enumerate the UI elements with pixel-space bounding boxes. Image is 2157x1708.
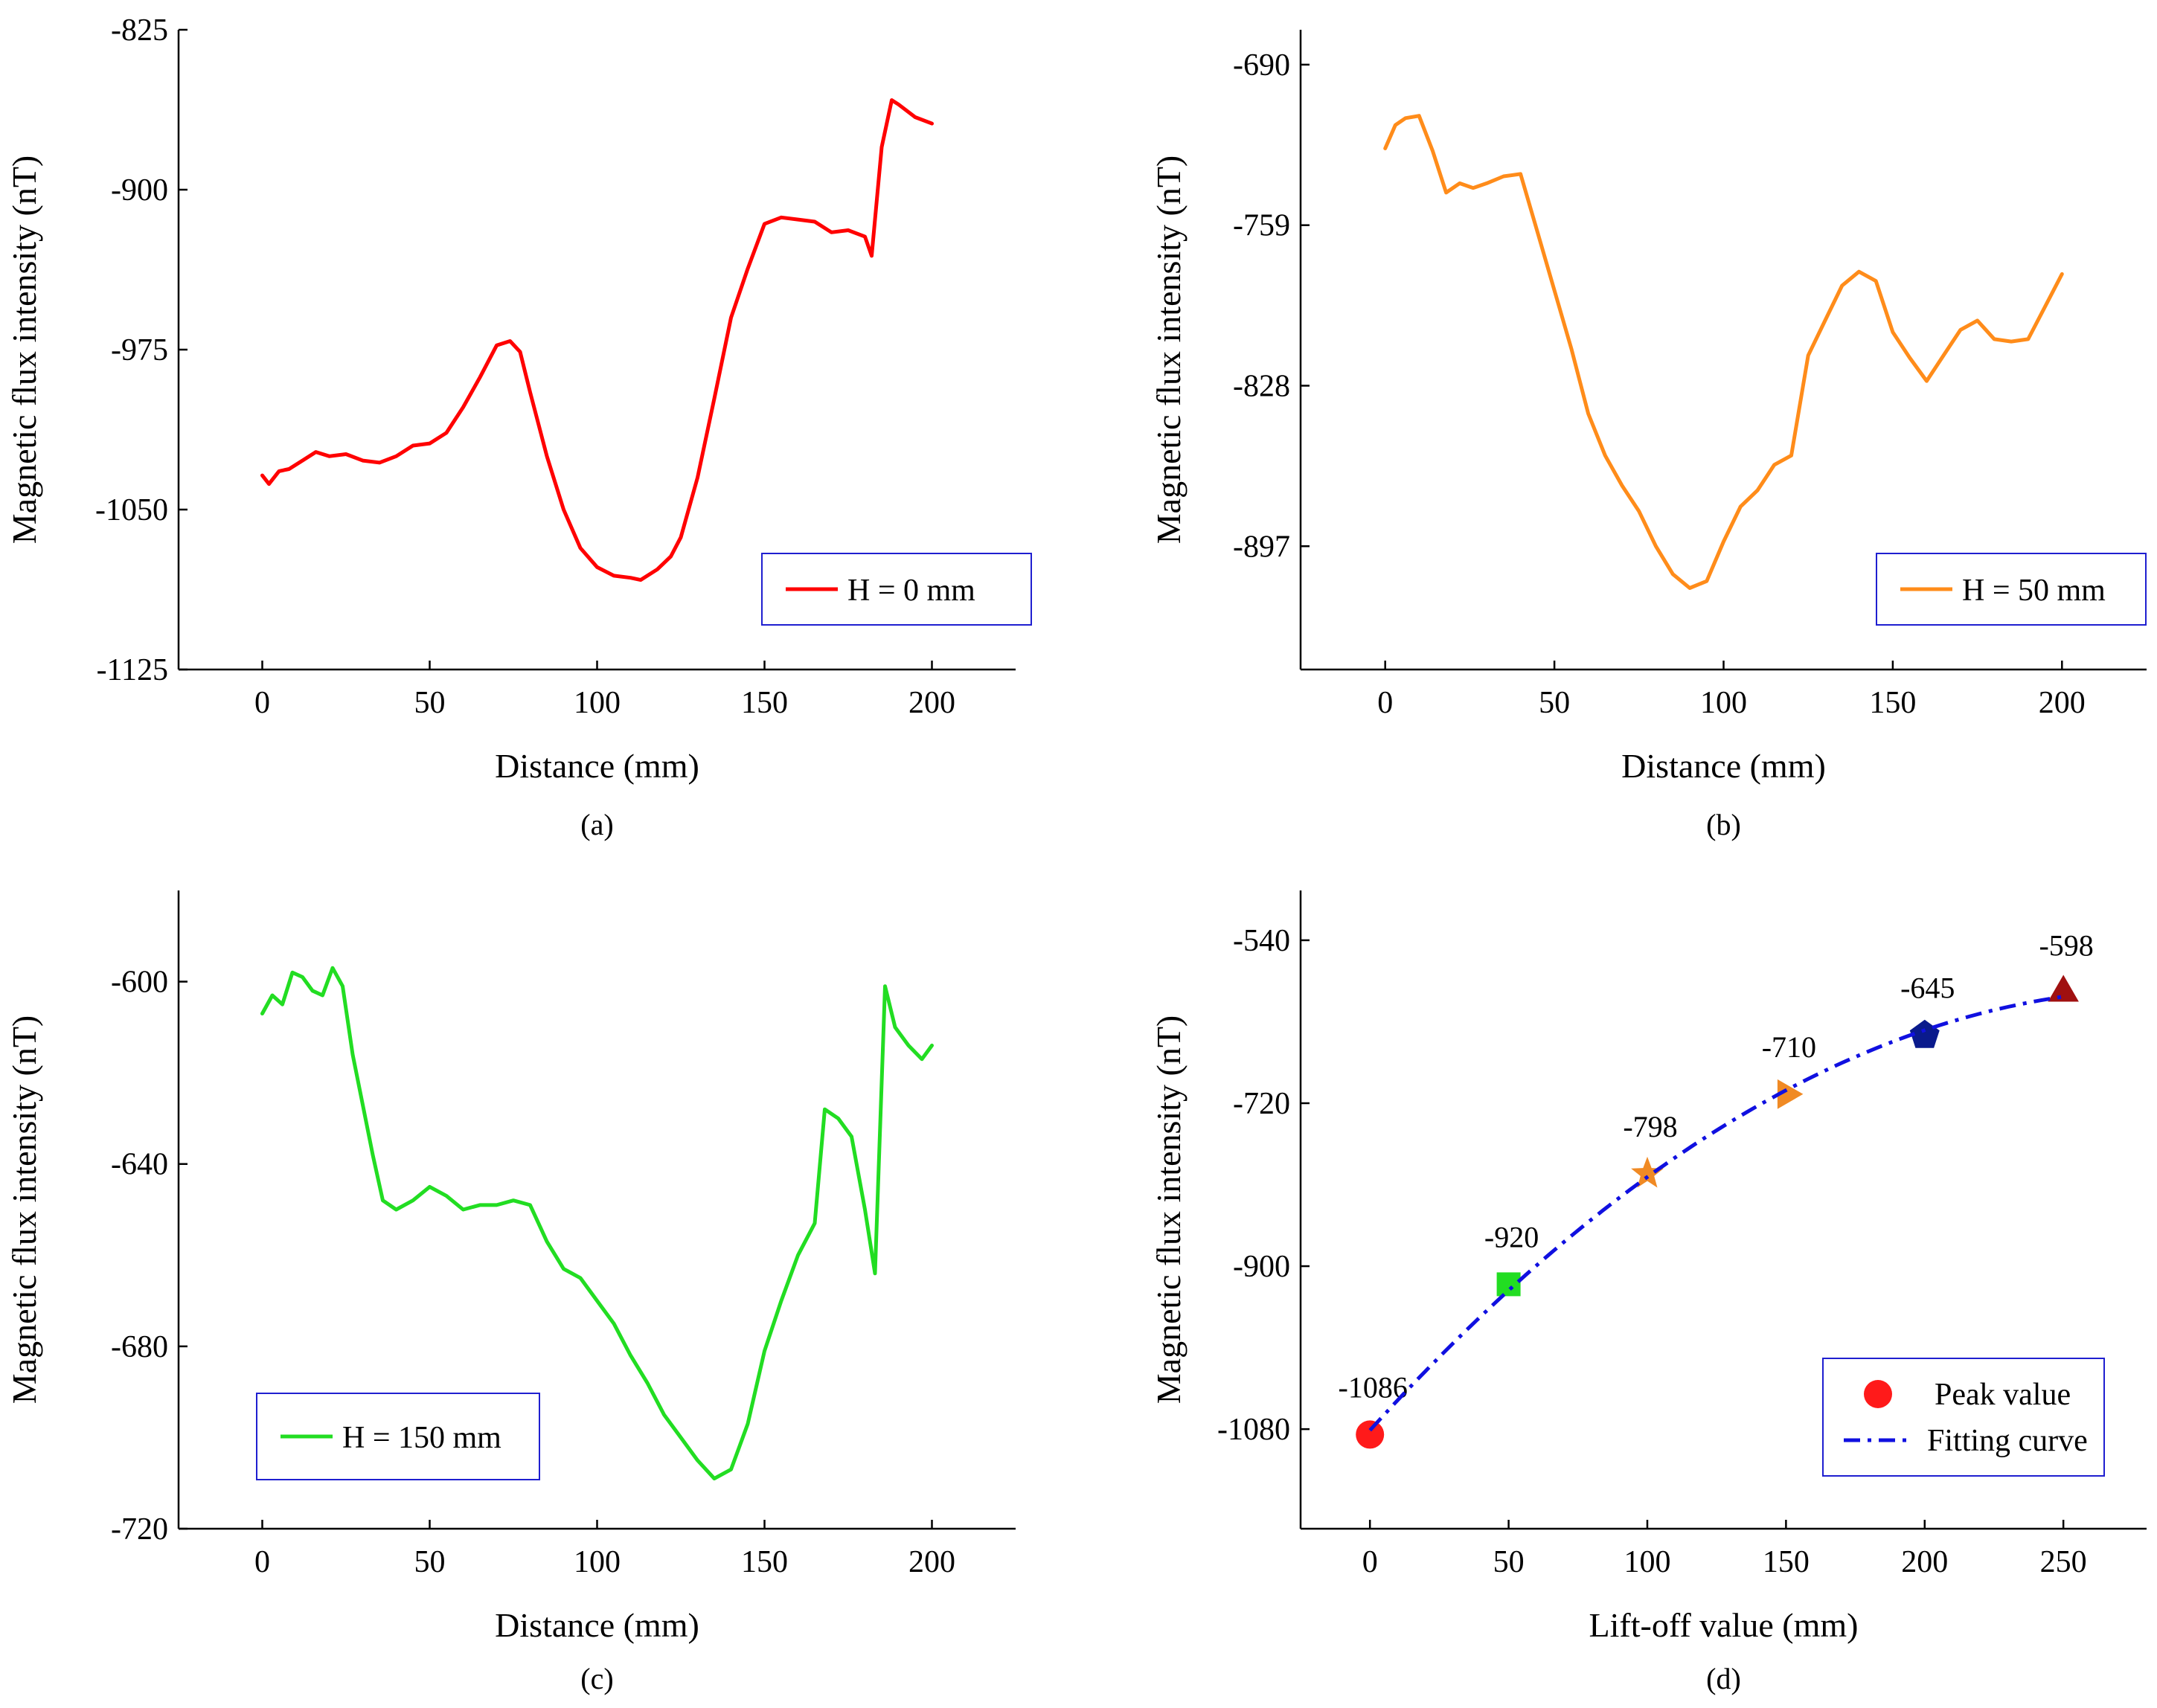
y-tick-label: -540 <box>1233 924 1290 958</box>
x-tick-label: 100 <box>1700 686 1747 720</box>
legend-label: H = 150 mm <box>342 1421 501 1455</box>
x-tick-label: 50 <box>1539 686 1570 720</box>
x-tick-label: 250 <box>2040 1545 2087 1579</box>
series-line <box>260 966 934 1481</box>
x-tick-label: 100 <box>574 686 621 720</box>
series-line <box>1383 114 2064 590</box>
data-label: -645 <box>1900 972 1955 1005</box>
y-tick-label: -640 <box>111 1148 168 1182</box>
x-tick-label: 150 <box>741 686 788 720</box>
y-axis-title: Magnetic flux intensity (nT) <box>5 1015 43 1404</box>
legend-label-fit: Fitting curve <box>1927 1424 2088 1458</box>
x-tick-label: 0 <box>254 686 270 720</box>
y-tick-label: -1050 <box>95 493 168 527</box>
chart-panel-a: -825 -900 -975 -1050 -1125 0 50 100 150 200 Distan… <box>5 13 1032 841</box>
panel-caption: (b) <box>1706 808 1741 841</box>
data-label: -1086 <box>1339 1370 1408 1404</box>
x-tick-label: 100 <box>1624 1545 1670 1579</box>
data-point <box>1356 1420 1385 1449</box>
x-tick-label: 50 <box>414 1545 446 1579</box>
y-tick-label: -720 <box>111 1512 168 1547</box>
legend-marker-peak <box>1864 1380 1892 1408</box>
y-axis-title: Magnetic flux intensity (nT) <box>5 155 43 545</box>
legend-label: H = 50 mm <box>1962 574 2106 608</box>
x-axis-title: Distance (mm) <box>1621 747 1826 785</box>
x-axis-title: Distance (mm) <box>495 747 699 785</box>
x-tick-label: 200 <box>908 686 955 720</box>
legend-label: H = 0 mm <box>847 574 975 608</box>
x-tick-label: 100 <box>574 1545 621 1579</box>
data-point <box>1631 1156 1664 1188</box>
data-label: -798 <box>1623 1110 1677 1143</box>
y-axis-title: Magnetic flux intensity (nT) <box>1150 155 1188 545</box>
x-axis-title: Lift-off value (mm) <box>1589 1606 1859 1644</box>
chart-panel-d: -540 -720 -900 -1080 0 50 100 150 200 250 Lift-off… <box>1150 890 2147 1695</box>
x-tick-label: 0 <box>254 1545 270 1579</box>
x-tick-label: 150 <box>1869 686 1916 720</box>
x-tick-label: 0 <box>1377 686 1393 720</box>
x-tick-label: 50 <box>1493 1545 1525 1579</box>
data-point <box>1777 1079 1804 1109</box>
y-tick-label: -900 <box>1233 1250 1290 1284</box>
y-tick-label: -828 <box>1233 369 1290 403</box>
data-point <box>2048 975 2079 1002</box>
series-line <box>260 98 934 582</box>
panel-caption: (a) <box>580 808 613 841</box>
y-tick-label: -825 <box>111 13 168 48</box>
y-tick-label: -680 <box>111 1330 168 1364</box>
y-tick-label: -900 <box>111 173 168 208</box>
x-tick-label: 0 <box>1362 1545 1378 1579</box>
y-tick-label: -759 <box>1233 209 1290 243</box>
data-label: -598 <box>2039 929 2093 963</box>
x-tick-label: 150 <box>1763 1545 1810 1579</box>
y-tick-label: -1080 <box>1217 1413 1290 1447</box>
chart-panel-b: -690 -759 -828 -897 0 50 100 150 200 Distance (mm… <box>1150 30 2147 841</box>
y-tick-label: -1125 <box>97 653 168 687</box>
x-tick-label: 150 <box>741 1545 788 1579</box>
legend-box <box>1822 1358 2105 1477</box>
y-tick-label: -897 <box>1233 530 1290 564</box>
x-tick-label: 50 <box>414 686 446 720</box>
y-tick-label: -600 <box>111 966 168 1000</box>
y-axis-title: Magnetic flux intensity (nT) <box>1150 1015 1188 1404</box>
fitting-curve <box>1368 995 2064 1432</box>
x-axis-title: Distance (mm) <box>495 1606 699 1644</box>
y-tick-label: -690 <box>1233 48 1290 83</box>
x-tick-label: 200 <box>1901 1545 1948 1579</box>
legend-label-peak: Peak value <box>1935 1378 2071 1412</box>
y-tick-label: -720 <box>1233 1087 1290 1121</box>
data-label: -920 <box>1484 1220 1539 1253</box>
chart-panel-c: -600 -640 -680 -720 0 50 100 150 200 Distance (mm… <box>5 890 1016 1695</box>
y-tick-label: -975 <box>111 333 168 367</box>
data-label: -710 <box>1762 1030 1816 1064</box>
x-tick-label: 200 <box>908 1545 955 1579</box>
panel-caption: (d) <box>1706 1662 1741 1695</box>
x-tick-label: 200 <box>2039 686 2086 720</box>
data-point <box>1496 1272 1521 1297</box>
panel-caption: (c) <box>580 1662 613 1695</box>
